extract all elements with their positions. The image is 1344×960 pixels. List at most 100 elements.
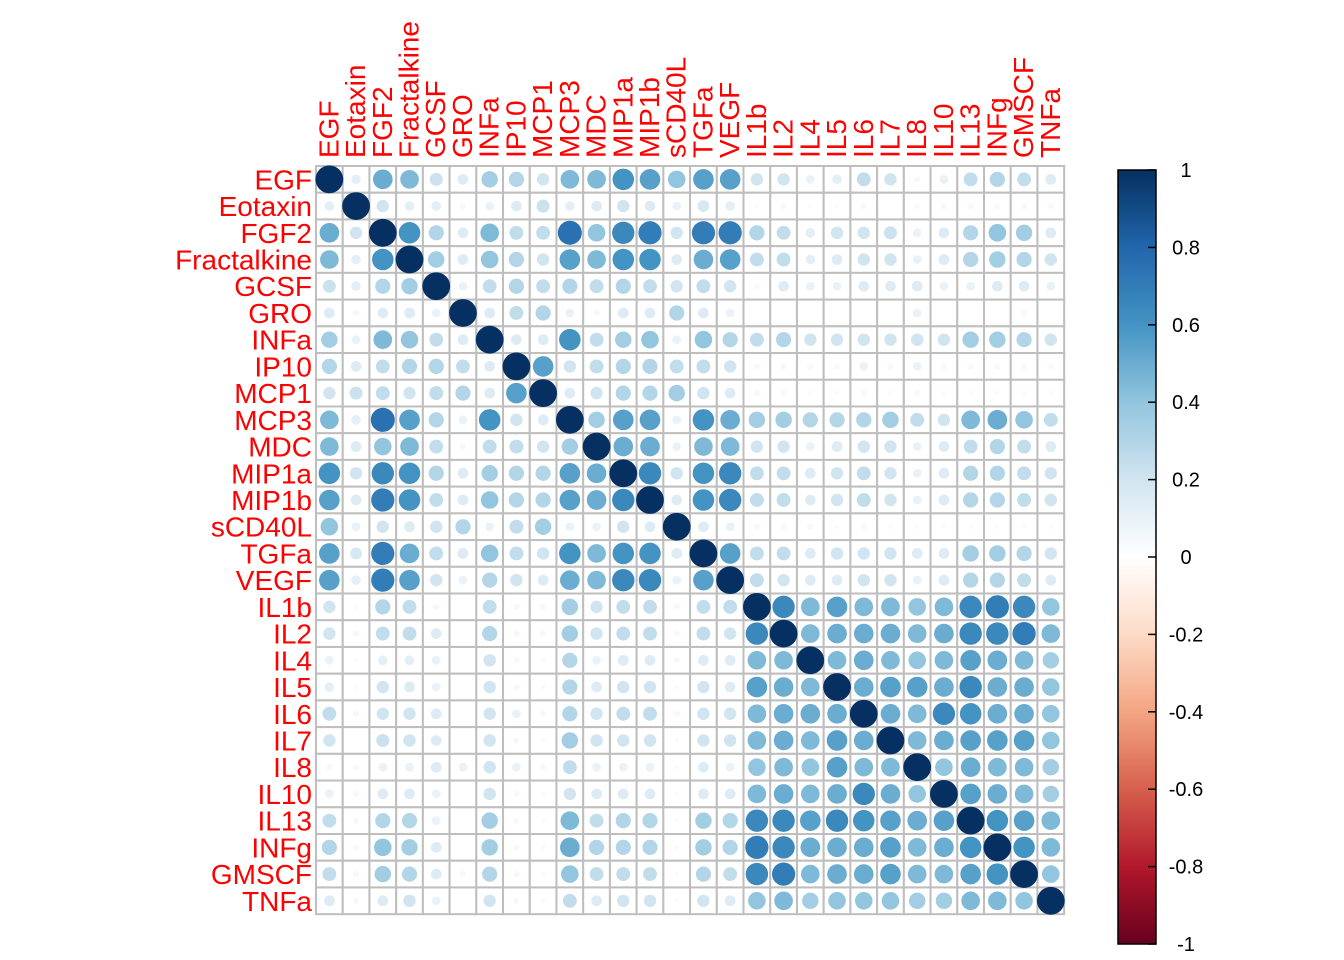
col-label-sCD40L: sCD40L <box>661 57 692 158</box>
corr-circle-VEGF-IL4 <box>804 574 816 586</box>
grid-cell <box>395 512 424 542</box>
corr-circle-EGF-IL4 <box>805 174 815 184</box>
corr-circle-MIP1b-IL6 <box>856 493 871 507</box>
corr-circle-Eotaxin-IL8 <box>914 202 921 210</box>
corr-circle-sCD40L-MIP1a <box>617 520 630 533</box>
corr-circle-MCP3-Fractalkine <box>399 409 420 431</box>
grid-cell <box>448 779 478 809</box>
corr-circle-MIP1b-INFa <box>480 491 499 509</box>
corr-circle-TNFa-IL6 <box>854 892 873 910</box>
corr-circle-MCP3-IL8 <box>910 412 925 427</box>
corr-circle-INFa-IL4 <box>804 333 817 346</box>
corr-circle-IL1b-Eotaxin <box>353 604 359 610</box>
corr-circle-Fractalkine-sCD40L <box>671 254 683 265</box>
colorbar-tick-label: -1 <box>1177 934 1195 956</box>
corr-circle-IL13-IL6 <box>853 809 875 832</box>
corr-circle-IL8-IL10 <box>935 758 953 776</box>
corr-circle-IL13-IL10 <box>933 810 955 831</box>
corr-circle-IP10-INFa <box>484 361 496 372</box>
corr-circle-IL10-GMSCF <box>1014 784 1034 804</box>
corr-circle-GRO-MIP1a <box>617 307 629 319</box>
corr-circle-GCSF-MIP1a <box>615 278 631 294</box>
corr-circle-MIP1a-GRO <box>457 467 469 479</box>
corr-circle-GCSF-INFg <box>991 280 1003 292</box>
corr-circle-IL2-IL1b <box>745 622 769 645</box>
corr-circle-TNFa-GCSF <box>431 896 441 906</box>
corr-circle-IL6-VEGF <box>723 707 737 720</box>
corr-circle-sCD40L-IL4 <box>807 523 814 530</box>
corr-circle-IL10-IL2 <box>773 784 794 804</box>
corr-circle-IP10-IL10 <box>940 363 948 370</box>
corr-circle-MIP1a-MCP3 <box>559 462 581 484</box>
corr-circle-sCD40L-MCP3 <box>565 522 575 532</box>
corr-circle-EGF-Eotaxin <box>351 174 361 185</box>
corr-circle-IL8-IL2 <box>774 757 793 777</box>
corr-circle-MCP3-FGF2 <box>370 407 395 432</box>
corr-circle-IL4-MDC <box>592 655 601 665</box>
corr-circle-Fractalkine-IL8 <box>912 255 922 264</box>
col-label-IL5: IL5 <box>821 119 852 158</box>
corr-circle-TNFa-TGFa <box>697 894 710 908</box>
corr-circle-IL6-INFg <box>987 703 1008 724</box>
corr-circle-TGFa-IL10 <box>938 548 950 559</box>
corr-circle-MDC-VEGF <box>720 437 740 456</box>
corr-circle-IL7-TNFa <box>1042 731 1060 750</box>
corr-circle-MDC-TGFa <box>694 437 713 456</box>
corr-circle-IP10-IL5 <box>833 363 841 370</box>
corr-circle-MCP3-IL2 <box>775 411 792 429</box>
corr-circle-MIP1b-IL7 <box>884 493 897 507</box>
corr-circle-IL10-TGFa <box>698 788 709 800</box>
corr-circle-TNFa-IL7 <box>881 892 900 910</box>
corr-circle-IL7-MIP1a <box>617 734 630 747</box>
corr-circle-IP10-VEGF <box>723 360 737 373</box>
corr-circle-INFg-sCD40L <box>674 844 680 850</box>
corr-circle-TGFa-GMSCF <box>1016 545 1032 562</box>
corr-circle-sCD40L-FGF2 <box>376 520 390 533</box>
corr-circle-MIP1a-GCSF <box>428 465 444 481</box>
corr-circle-TNFa-MCP1 <box>540 898 546 904</box>
corr-circle-IL10-IL5 <box>827 784 847 804</box>
grid-cell <box>742 378 772 408</box>
corr-circle-MIP1a-TNFa <box>1044 467 1058 480</box>
corr-circle-Fractalkine-FGF2 <box>372 248 394 271</box>
corr-circle-INFa-IL1b <box>749 332 764 347</box>
corr-circle-EGF-TNFa <box>1045 173 1057 185</box>
corr-circle-MDC-IL6 <box>857 440 870 453</box>
corr-circle-IL2-GMSCF <box>1012 621 1036 646</box>
grid-cell <box>929 886 959 916</box>
grid-cell <box>341 726 371 755</box>
corr-circle-MIP1a-EGF <box>318 462 341 485</box>
corr-circle-INFa-INFg <box>989 331 1006 348</box>
corr-circle-IL1b-IL2 <box>772 595 795 619</box>
corr-circle-IL6-sCD40L <box>673 710 680 717</box>
corr-circle-IL6-MDC <box>590 707 603 720</box>
corr-circle-IL10-IP10 <box>513 790 520 798</box>
corr-circle-MIP1b-IL13 <box>963 492 979 508</box>
corr-circle-IP10-Eotaxin <box>350 361 362 372</box>
corr-circle-IL1b-IP10 <box>513 603 520 610</box>
corr-circle-IL2-IL7 <box>880 623 901 644</box>
corr-circle-FGF2-Fractalkine <box>398 222 421 244</box>
corr-circle-FGF2-IL1b <box>749 225 765 241</box>
grid-cell <box>315 619 344 648</box>
corr-circle-VEGF-IL8 <box>912 575 922 585</box>
col-label-IP10: IP10 <box>500 100 531 158</box>
grid-cell <box>715 859 745 889</box>
corr-circle-MIP1b-GMSCF <box>1017 493 1032 507</box>
corr-circle-GCSF-TGFa <box>696 279 711 294</box>
corr-circle-IL5-TNFa <box>1042 678 1060 696</box>
row-label-TNFa: TNFa <box>242 886 312 917</box>
corr-circle-GRO-TGFa <box>698 307 709 319</box>
corr-circle-MDC-GMSCF <box>1017 439 1032 454</box>
row-label-INFa: INFa <box>251 325 312 356</box>
corr-circle-sCD40L-VEGF <box>725 522 735 532</box>
corr-circle-MCP1-MIP1b <box>642 385 658 401</box>
corr-circle-GMSCF-MDC <box>589 867 604 882</box>
corr-circle-sCD40L-MCP1 <box>534 518 552 535</box>
corr-circle-EGF-TGFa <box>693 169 714 190</box>
row-label-MIP1b: MIP1b <box>231 485 312 516</box>
corr-circle-IL6-GMSCF <box>1014 703 1034 724</box>
corr-circle-INFg-TGFa <box>695 839 712 856</box>
corr-circle-IL10-IL10 <box>930 780 958 808</box>
row-label-IL4: IL4 <box>273 645 312 676</box>
